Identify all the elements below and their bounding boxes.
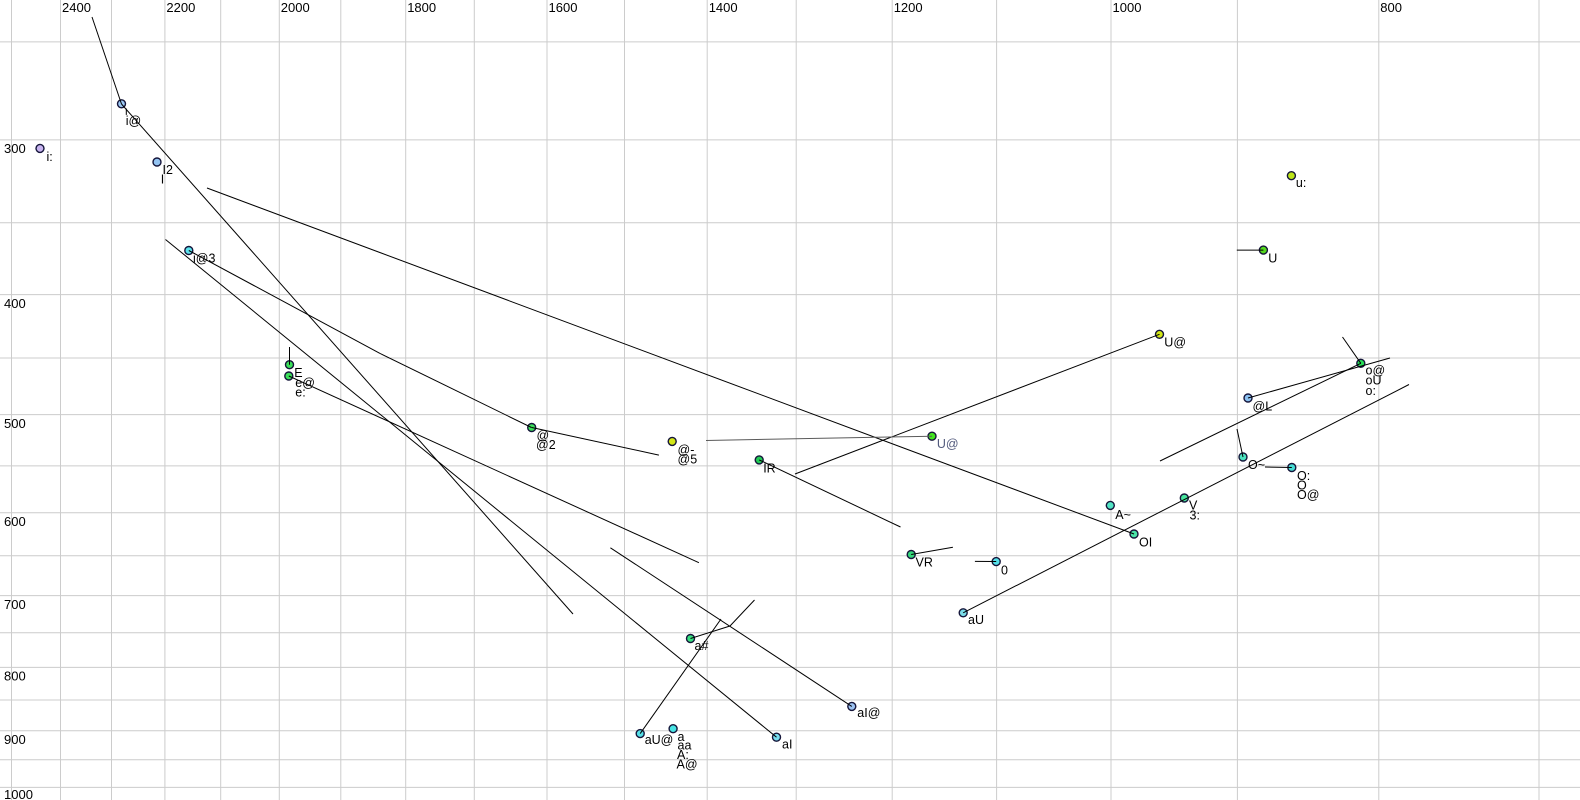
svg-text:oU: oU bbox=[1366, 373, 1382, 387]
svg-text:O:: O: bbox=[1297, 469, 1310, 483]
svg-text:300: 300 bbox=[4, 141, 26, 156]
svg-text:VR: VR bbox=[916, 555, 933, 569]
svg-text:E: E bbox=[294, 366, 302, 380]
svg-text:A@: A@ bbox=[677, 758, 698, 772]
svg-text:@5: @5 bbox=[678, 453, 698, 467]
svg-text:A~: A~ bbox=[1115, 508, 1131, 522]
svg-text:a#: a# bbox=[695, 639, 709, 653]
svg-text:OI: OI bbox=[1139, 536, 1152, 550]
svg-text:1600: 1600 bbox=[549, 0, 578, 15]
svg-text:1000: 1000 bbox=[1113, 0, 1142, 15]
svg-text:U: U bbox=[1268, 251, 1277, 265]
svg-text:3:: 3: bbox=[1190, 508, 1200, 522]
svg-text:a: a bbox=[678, 730, 685, 744]
svg-text:800: 800 bbox=[4, 669, 26, 684]
svg-text:2400: 2400 bbox=[62, 0, 91, 15]
svg-text:A:: A: bbox=[677, 748, 689, 762]
svg-text:aI@: aI@ bbox=[857, 706, 880, 720]
svg-text:u:: u: bbox=[1296, 176, 1306, 190]
svg-text:aU: aU bbox=[968, 613, 984, 627]
svg-text:i@3: i@3 bbox=[193, 252, 215, 266]
svg-text:I2: I2 bbox=[163, 163, 173, 177]
svg-text:2200: 2200 bbox=[166, 0, 195, 15]
svg-text:1800: 1800 bbox=[407, 0, 436, 15]
svg-text:@L: @L bbox=[1253, 400, 1273, 414]
svg-text:O: O bbox=[1297, 479, 1307, 493]
svg-text:@2: @2 bbox=[536, 438, 556, 452]
svg-text:2000: 2000 bbox=[281, 0, 310, 15]
svg-text:1400: 1400 bbox=[709, 0, 738, 15]
svg-text:IR: IR bbox=[763, 462, 776, 476]
svg-text:400: 400 bbox=[4, 296, 26, 311]
svg-text:O~: O~ bbox=[1248, 458, 1265, 472]
svg-text:600: 600 bbox=[4, 514, 26, 529]
svg-text:aI: aI bbox=[782, 738, 792, 752]
svg-text:aa: aa bbox=[678, 739, 692, 753]
svg-text:0: 0 bbox=[1001, 563, 1008, 577]
svg-text:aU@: aU@ bbox=[645, 733, 674, 747]
svg-text:i:: i: bbox=[47, 150, 53, 164]
svg-text:e@: e@ bbox=[295, 376, 315, 390]
svg-text:I: I bbox=[161, 173, 164, 187]
svg-text:1000: 1000 bbox=[4, 787, 33, 800]
svg-text:800: 800 bbox=[1380, 0, 1402, 15]
svg-text:1200: 1200 bbox=[894, 0, 923, 15]
svg-text:V: V bbox=[1189, 498, 1198, 512]
svg-text:o:: o: bbox=[1366, 384, 1376, 398]
svg-text:U@: U@ bbox=[1164, 335, 1186, 349]
svg-text:o@: o@ bbox=[1366, 364, 1386, 378]
svg-text:e:: e: bbox=[295, 386, 305, 400]
svg-text:O@: O@ bbox=[1297, 488, 1319, 502]
svg-text:900: 900 bbox=[4, 732, 26, 747]
svg-text:@-: @- bbox=[678, 443, 695, 457]
svg-text:500: 500 bbox=[4, 416, 26, 431]
svg-text:i@: i@ bbox=[126, 114, 141, 128]
svg-text:U@: U@ bbox=[937, 437, 959, 451]
svg-text:@: @ bbox=[537, 429, 550, 443]
svg-text:700: 700 bbox=[4, 597, 26, 612]
